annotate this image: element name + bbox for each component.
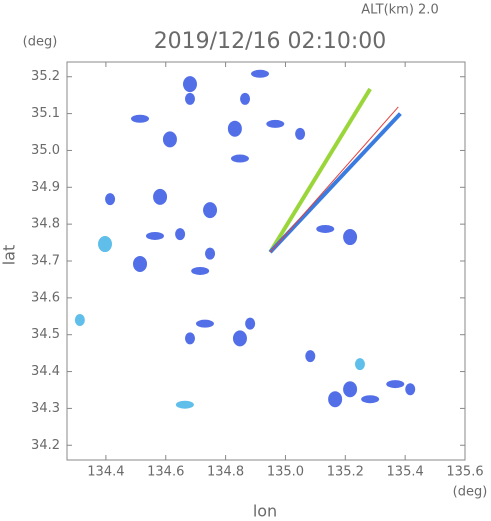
x-tick-label: 135.2 — [327, 465, 364, 480]
y-tick-label: 34.7 — [31, 254, 60, 269]
radar-echo — [133, 255, 148, 272]
radar-echo — [153, 188, 168, 205]
radar-beam — [269, 106, 399, 253]
radar-echo — [295, 127, 306, 140]
radar-echo — [205, 247, 216, 260]
radar-echo — [145, 231, 164, 240]
chart-title: 2019/12/16 02:10:00 — [154, 29, 387, 54]
x-tick-label: 134.8 — [207, 465, 244, 480]
radar-echo — [175, 400, 194, 409]
y-tick-label: 34.3 — [31, 401, 60, 416]
y-tick-label: 34.5 — [31, 327, 60, 342]
y-tick-label: 35.2 — [31, 69, 60, 84]
radar-echo — [131, 114, 150, 123]
radar-echo — [203, 202, 218, 219]
radar-echo — [232, 330, 247, 347]
radar-echo — [184, 92, 195, 105]
y-tick-label: 34.9 — [31, 180, 60, 195]
y-unit: (deg) — [23, 35, 58, 50]
x-tick-label: 134.4 — [87, 465, 124, 480]
radar-echo — [191, 266, 210, 275]
radar-beam — [268, 112, 402, 254]
radar-echo — [316, 224, 335, 233]
x-unit: (deg) — [453, 485, 488, 500]
y-tick-label: 35.1 — [31, 106, 60, 121]
x-tick-label: 135.0 — [267, 465, 304, 480]
radar-echo — [240, 92, 251, 105]
radar-beam — [268, 87, 372, 254]
radar-echo — [195, 319, 214, 328]
radar-echo — [98, 236, 113, 253]
radar-echo — [230, 154, 249, 163]
radar-echo — [227, 120, 242, 137]
radar-echo — [105, 193, 116, 206]
radar-echo — [175, 228, 186, 241]
radar-echo — [386, 380, 405, 389]
x-axis-label: lon — [253, 502, 277, 521]
radar-echo — [405, 383, 416, 396]
radar-echo — [266, 119, 285, 128]
chart-subtitle: ALT(km) 2.0 — [361, 3, 438, 18]
y-axis-label: lat — [0, 245, 19, 266]
y-tick-label: 34.4 — [31, 364, 60, 379]
x-tick-label: 135.6 — [446, 465, 483, 480]
radar-echo — [354, 358, 365, 371]
y-tick-label: 35.0 — [31, 143, 60, 158]
radar-echo — [343, 229, 358, 246]
y-tick-label: 34.8 — [31, 217, 60, 232]
radar-echo — [361, 395, 380, 404]
radar-echo — [328, 391, 343, 408]
plot-frame — [66, 61, 466, 461]
x-tick-label: 135.4 — [387, 465, 424, 480]
radar-echo — [343, 381, 358, 398]
y-tick-label: 34.6 — [31, 290, 60, 305]
radar-echo — [162, 131, 177, 148]
radar-echo — [74, 313, 85, 326]
radar-echo — [245, 317, 256, 330]
radar-echo — [305, 350, 316, 363]
radar-echo — [184, 332, 195, 345]
x-tick-label: 134.6 — [147, 465, 184, 480]
radar-echo — [182, 76, 197, 93]
radar-echo — [251, 69, 270, 78]
y-tick-label: 34.2 — [31, 438, 60, 453]
